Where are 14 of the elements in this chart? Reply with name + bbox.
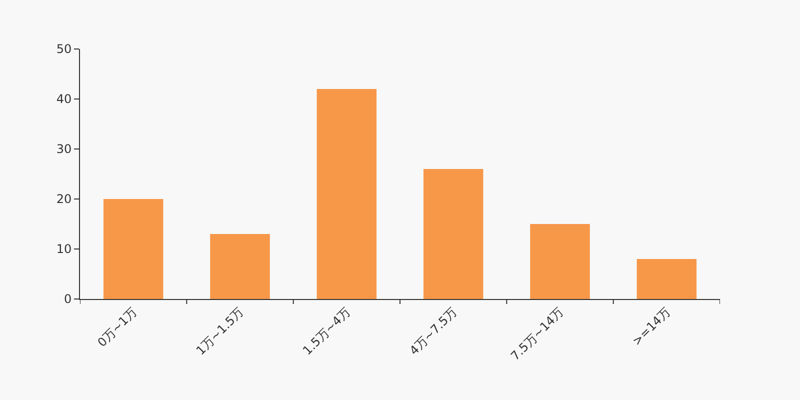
bar (103, 199, 164, 299)
y-tick-label: 50 (56, 42, 72, 56)
y-tick-label: 30 (56, 142, 72, 156)
x-tick-label: 0万~1万 (94, 304, 140, 350)
bar (530, 224, 590, 299)
y-tick-label: 0 (64, 292, 72, 306)
y-tick-label: 10 (56, 242, 72, 256)
bar (210, 234, 270, 299)
bar (636, 259, 697, 299)
y-tick-label: 40 (56, 92, 72, 106)
bar (423, 169, 484, 299)
y-tick-label: 20 (56, 192, 72, 206)
x-tick-label: 1.5万~4万 (300, 304, 354, 358)
bar (316, 89, 377, 299)
